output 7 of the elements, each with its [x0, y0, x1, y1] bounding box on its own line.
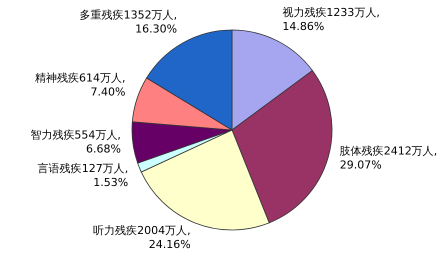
slice-label: 肢体残疾2412万人, 29.07%	[340, 144, 438, 172]
slice-label: 智力残疾554万人, 6.68%	[30, 128, 121, 156]
slice-label: 听力残疾2004万人, 24.16%	[93, 224, 191, 252]
slice-label: 视力残疾1233万人, 14.86%	[282, 6, 380, 33]
slice-label: 多重残疾1352万人, 16.30%	[80, 8, 178, 36]
slice-label: 言语残疾127万人, 1.53%	[38, 162, 128, 190]
slice-label: 精神残疾614万人, 7.40%	[34, 71, 126, 98]
